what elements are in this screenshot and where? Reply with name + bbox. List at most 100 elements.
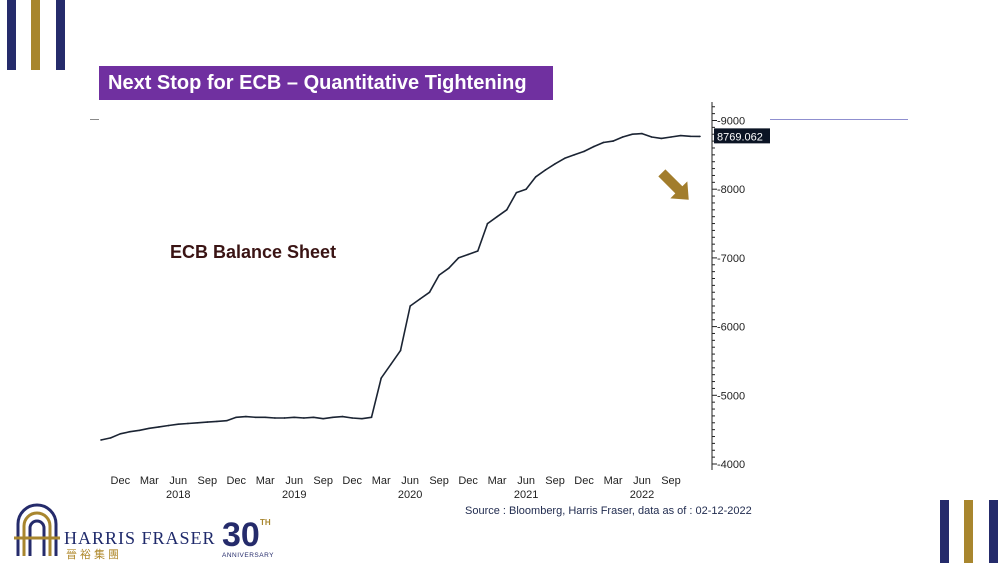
series-point bbox=[467, 253, 469, 256]
series-point bbox=[679, 134, 682, 137]
series-point bbox=[119, 432, 122, 435]
series-point bbox=[476, 250, 479, 252]
series-point bbox=[274, 417, 276, 419]
logo-chinese-name: 晉裕集團 bbox=[66, 548, 122, 561]
series-point bbox=[602, 141, 605, 144]
series-point bbox=[148, 427, 151, 430]
series-point bbox=[419, 298, 421, 300]
series-point bbox=[245, 415, 247, 418]
series-point bbox=[216, 420, 218, 423]
series-point bbox=[206, 421, 209, 423]
chart-series bbox=[100, 132, 701, 441]
series-point bbox=[544, 169, 547, 171]
series-point bbox=[196, 421, 199, 424]
logo-wordmark: HARRIS FRASER bbox=[64, 528, 216, 548]
series-point bbox=[361, 417, 363, 420]
series-point bbox=[235, 416, 238, 419]
series-point bbox=[225, 419, 228, 422]
series-point bbox=[187, 422, 189, 425]
x-tick-label: Jun bbox=[169, 475, 187, 487]
divider-left bbox=[90, 119, 99, 120]
series-point bbox=[573, 154, 576, 156]
anniversary-number: 30 bbox=[222, 516, 260, 554]
series-point bbox=[621, 136, 624, 138]
series-point bbox=[380, 377, 382, 379]
x-tick-label: Dec bbox=[458, 475, 478, 487]
series-point bbox=[129, 430, 131, 433]
brand-bar-gold-right bbox=[964, 500, 973, 563]
anniversary-suffix: TH bbox=[260, 518, 271, 527]
series-point bbox=[264, 416, 267, 419]
source-note: Source : Bloomberg, Harris Fraser, data … bbox=[465, 505, 752, 517]
series-point bbox=[322, 417, 325, 420]
x-tick-label: Mar bbox=[372, 475, 391, 487]
x-tick-label: Sep bbox=[197, 475, 217, 487]
x-tick-label: Mar bbox=[256, 475, 275, 487]
series-point bbox=[612, 140, 614, 142]
series-point bbox=[689, 135, 692, 138]
series-point bbox=[457, 257, 460, 259]
last-value-label: 8769.062 bbox=[717, 131, 763, 143]
x-year-label: 2018 bbox=[166, 489, 190, 501]
chart-labels: -4000 -5000 -6000 -7000 -8000 -9000 Dec Mar Jun S… bbox=[111, 116, 746, 502]
chart-markers: 8769.062 bbox=[658, 128, 770, 200]
series-point bbox=[631, 133, 634, 136]
series-point bbox=[641, 132, 643, 135]
x-tick-label: Dec bbox=[342, 475, 362, 487]
x-tick-label: Dec bbox=[574, 475, 594, 487]
series-point bbox=[332, 416, 334, 419]
y-tick-label: -8000 bbox=[717, 184, 745, 196]
x-tick-label: Mar bbox=[604, 475, 623, 487]
series-point bbox=[534, 176, 537, 178]
series-point bbox=[138, 429, 141, 432]
series-point bbox=[670, 136, 672, 138]
series-point bbox=[554, 162, 556, 165]
series-point bbox=[167, 424, 170, 427]
series-point bbox=[486, 222, 489, 225]
divider-right bbox=[770, 119, 908, 120]
y-tick-label: -5000 bbox=[717, 390, 745, 402]
y-tick-label: -4000 bbox=[717, 459, 745, 471]
brand-bar-navy-left-2 bbox=[56, 0, 65, 70]
series-point bbox=[409, 305, 411, 307]
page-title: Next Stop for ECB – Quantitative Tighten… bbox=[99, 66, 553, 100]
series-point bbox=[699, 135, 701, 138]
series-point bbox=[592, 145, 595, 148]
x-tick-label: Dec bbox=[226, 475, 246, 487]
y-tick-label: -7000 bbox=[717, 253, 745, 265]
brand-bar-navy-right-1 bbox=[940, 500, 949, 563]
brand-bar-navy-right-2 bbox=[989, 500, 998, 563]
series-point bbox=[438, 274, 440, 276]
x-year-label: 2019 bbox=[282, 489, 306, 501]
x-tick-label: Jun bbox=[401, 475, 419, 487]
series-point bbox=[293, 416, 296, 419]
x-tick-label: Sep bbox=[661, 475, 681, 487]
x-tick-label: Sep bbox=[429, 475, 449, 487]
series-point bbox=[650, 136, 653, 138]
last-value-tag bbox=[714, 128, 770, 144]
series-point bbox=[390, 363, 392, 366]
series-point bbox=[583, 150, 585, 153]
series-point bbox=[100, 439, 102, 441]
series-point bbox=[428, 291, 431, 294]
x-tick-label: Sep bbox=[313, 475, 333, 487]
brand-bar-gold-left bbox=[31, 0, 40, 70]
x-year-label: 2020 bbox=[398, 489, 422, 501]
x-tick-label: Dec bbox=[111, 475, 131, 487]
anniversary-badge: 30 TH ANNIVERSARY bbox=[222, 516, 274, 559]
series-line bbox=[100, 132, 701, 441]
series-point bbox=[399, 349, 402, 352]
x-tick-label: Mar bbox=[140, 475, 159, 487]
harris-fraser-logo-mark bbox=[14, 503, 60, 556]
x-tick-label: Jun bbox=[633, 475, 651, 487]
x-year-label: 2022 bbox=[630, 489, 654, 501]
series-point bbox=[370, 416, 373, 419]
x-year-label: 2021 bbox=[514, 489, 538, 501]
x-tick-label: Sep bbox=[545, 475, 565, 487]
series-point bbox=[515, 191, 518, 194]
series-point bbox=[158, 426, 160, 428]
series-point bbox=[351, 417, 353, 419]
series-point bbox=[660, 137, 663, 140]
series-point bbox=[341, 415, 344, 418]
